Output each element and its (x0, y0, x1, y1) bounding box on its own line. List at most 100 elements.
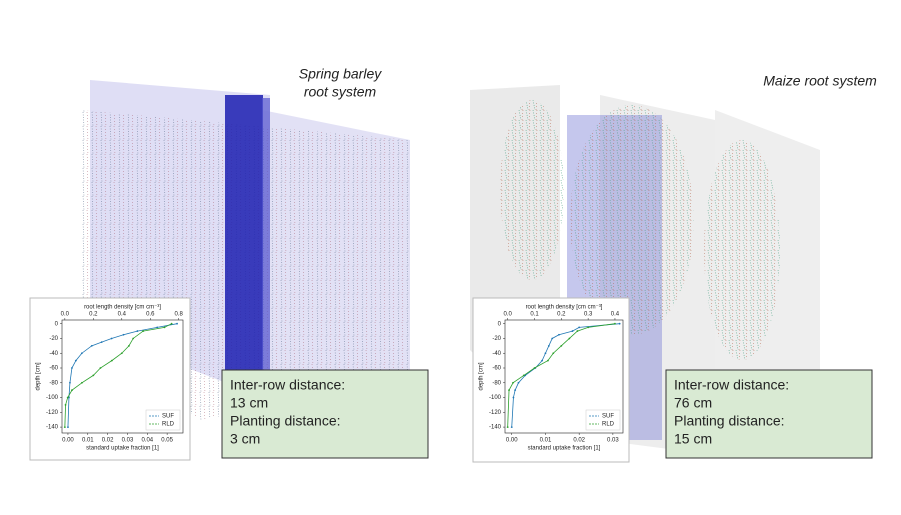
x2-tick-label: 0.3 (584, 312, 593, 318)
data-point (512, 382, 514, 384)
data-point (551, 338, 553, 340)
y-tick-label: -40 (492, 351, 501, 357)
data-point (558, 334, 560, 336)
data-point (121, 352, 123, 354)
x2-tick-label: 0.0 (504, 312, 513, 318)
data-point (91, 345, 93, 347)
data-point (552, 352, 554, 354)
y-tick-label: -140 (46, 425, 59, 431)
data-point (511, 426, 513, 428)
x-axis-label: standard uptake fraction [1] (86, 446, 159, 452)
panel-title: Maize root system (763, 73, 877, 89)
info-text: Planting distance: (230, 413, 341, 429)
panel-title: root system (304, 84, 377, 100)
x-tick-label: 0.05 (161, 438, 173, 444)
data-point (71, 389, 73, 391)
y-tick-label: -20 (492, 336, 501, 342)
x2-tick-label: 0.4 (611, 312, 620, 318)
x-tick-label: 0.03 (607, 438, 619, 444)
data-point (545, 352, 547, 354)
x-tick-label: 0.01 (82, 438, 94, 444)
data-point (514, 389, 516, 391)
info-text: Inter-row distance: (674, 377, 789, 393)
y-tick-label: -40 (49, 351, 58, 357)
data-point (507, 426, 509, 428)
panel-title: Spring barley (299, 66, 382, 82)
x2-tick-label: 0.8 (175, 312, 184, 318)
data-point (81, 382, 83, 384)
data-point (111, 360, 113, 362)
data-point (578, 326, 580, 328)
data-point (100, 367, 102, 369)
x-tick-label: 0.00 (506, 438, 518, 444)
data-point (101, 341, 103, 343)
data-point (64, 426, 66, 428)
y-tick-label: -120 (46, 410, 59, 416)
y-axis-label: depth [cm] (36, 362, 42, 390)
data-point (81, 352, 83, 354)
data-point (547, 360, 549, 362)
legend-label: RLD (602, 422, 615, 428)
data-point (123, 334, 125, 336)
info-text: 76 cm (674, 395, 712, 411)
data-point (619, 323, 621, 325)
data-point (71, 367, 73, 369)
data-point (67, 397, 69, 399)
y-tick-label: -100 (46, 395, 59, 401)
x-tick-label: 0.04 (141, 438, 153, 444)
data-point (541, 360, 543, 362)
info-text: 13 cm (230, 395, 268, 411)
x2-tick-label: 0.6 (146, 312, 155, 318)
data-point (65, 404, 67, 406)
y-tick-label: -60 (49, 366, 58, 372)
x2-tick-label: 0.1 (530, 312, 539, 318)
y-axis-label: depth [cm] (479, 362, 485, 390)
data-point (111, 338, 113, 340)
data-point (548, 345, 550, 347)
x2-axis-label: root length density [cm cm⁻³] (84, 305, 161, 311)
y-tick-label: -60 (492, 366, 501, 372)
y-tick-label: -20 (49, 336, 58, 342)
data-point (534, 367, 536, 369)
legend-label: RLD (162, 422, 175, 428)
info-text: 15 cm (674, 431, 712, 447)
info-text: Planting distance: (674, 413, 785, 429)
data-point (560, 345, 562, 347)
x-tick-label: 0.00 (62, 438, 74, 444)
data-point (508, 389, 510, 391)
data-point (136, 330, 138, 332)
data-point (176, 323, 178, 325)
data-point (577, 330, 579, 332)
y-tick-label: -80 (49, 380, 58, 386)
data-point (75, 360, 77, 362)
y-tick-label: -140 (489, 425, 502, 431)
data-point (568, 338, 570, 340)
data-point (171, 323, 173, 325)
info-text: Inter-row distance: (230, 377, 345, 393)
data-point (128, 345, 130, 347)
x2-tick-label: 0.2 (557, 312, 566, 318)
x-tick-label: 0.02 (102, 438, 114, 444)
x-tick-label: 0.01 (540, 438, 552, 444)
x-tick-label: 0.02 (573, 438, 585, 444)
data-point (523, 374, 525, 376)
figure: 0.00 0.01 0.02 0.03 0.04 0.05 0.0 0.2 0.4 0.6 0.8 0… (0, 0, 901, 515)
figure-canvas: 0.00 0.01 0.02 0.03 0.04 0.05 0.0 0.2 0.4 0.6 0.8 0… (0, 0, 901, 515)
x2-axis-label: root length density [cm cm⁻³] (526, 305, 603, 311)
legend-label: SUF (602, 414, 614, 420)
data-point (518, 382, 520, 384)
y-tick-label: -80 (492, 380, 501, 386)
data-point (587, 326, 589, 328)
y-tick-label: -100 (489, 395, 502, 401)
data-point (132, 338, 134, 340)
data-point (614, 323, 616, 325)
info-text: 3 cm (230, 431, 260, 447)
x-axis-label: standard uptake fraction [1] (528, 446, 601, 452)
data-point (67, 426, 69, 428)
data-point (69, 382, 71, 384)
y-tick-label: -120 (489, 410, 502, 416)
data-point (92, 374, 94, 376)
x2-tick-label: 0.0 (61, 312, 70, 318)
x2-tick-label: 0.4 (118, 312, 127, 318)
x-tick-label: 0.03 (122, 438, 134, 444)
